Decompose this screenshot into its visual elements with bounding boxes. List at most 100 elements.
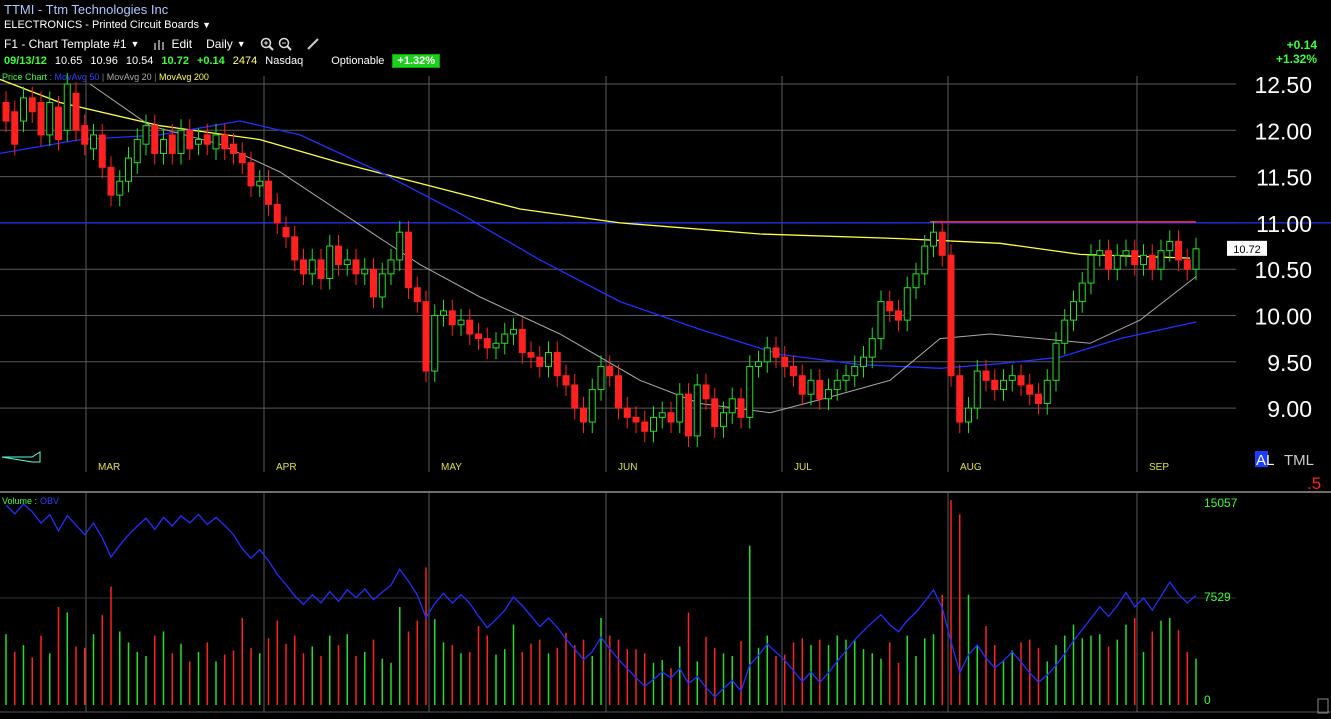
candle-body [1131, 250, 1139, 266]
period-dropdown[interactable]: Daily ▼ [206, 37, 246, 51]
candle-body [1140, 254, 1147, 266]
quote-exchange: Nasdaq [265, 55, 304, 67]
scroll-handle[interactable] [1, 451, 41, 463]
period-label: Daily [206, 37, 233, 51]
candle-body [1105, 250, 1112, 270]
candle-body [387, 259, 395, 275]
zoom-in-button[interactable] [260, 37, 274, 51]
candle-body [116, 180, 124, 196]
candle-body [291, 236, 299, 261]
edit-label: Edit [171, 37, 193, 51]
candle-body [877, 301, 885, 340]
zoom-out-icon [278, 37, 292, 51]
candle-body [352, 259, 360, 275]
candle-body [807, 379, 815, 395]
candle-body [1026, 384, 1034, 395]
candle-body [1175, 240, 1182, 261]
candle-body [746, 365, 754, 418]
edit-button[interactable]: Edit [153, 37, 192, 51]
candle-body [63, 83, 71, 131]
chart-toolbar: F1 - Chart Template #1 ▼ Edit Daily ▼ [4, 37, 334, 51]
quote-bar: 09/13/12 10.65 10.96 10.54 10.72 +0.14 2… [4, 54, 441, 68]
candle-body [378, 273, 386, 298]
candle-body [335, 245, 342, 266]
candle-body [282, 227, 290, 238]
candle-body [422, 301, 430, 372]
month-label: AUG [960, 462, 982, 473]
candle-body [562, 375, 570, 386]
legend-price: Price Chart [2, 72, 48, 82]
candle-body [903, 287, 911, 321]
candle-body [720, 412, 727, 428]
candle-body [597, 365, 605, 391]
price-tick-label: 11.00 [1256, 211, 1312, 237]
month-label: JUN [618, 462, 637, 473]
quote-high: 10.96 [90, 55, 118, 67]
candle-body [361, 268, 369, 275]
candle-body [1035, 393, 1042, 404]
candle-body [685, 393, 692, 437]
chevron-down-icon: ▼ [236, 39, 246, 49]
price-tick-label: 9.00 [1267, 396, 1312, 422]
candle-body [326, 245, 334, 279]
chevron-down-icon: ▼ [130, 39, 140, 49]
candle-body [1122, 250, 1130, 256]
candle-body [448, 310, 456, 326]
price-tick-label: 10.00 [1254, 304, 1312, 330]
candle-body [650, 416, 657, 432]
candle-body [658, 412, 666, 418]
candle-body [886, 301, 894, 312]
candle-body [203, 134, 211, 145]
industry-dropdown[interactable]: ELECTRONICS - Printed Circuit Boards ▼ [4, 19, 211, 31]
candle-body [396, 231, 404, 261]
candle-body [55, 106, 62, 141]
month-label: SEP [1149, 462, 1169, 473]
candle-body [702, 384, 710, 400]
candle-body [518, 328, 526, 354]
candle-body [142, 125, 150, 145]
quote-volume: 2474 [232, 55, 258, 67]
price-legend: Price Chart : MovAvg 50 | MovAvg 20 | Mo… [2, 72, 209, 82]
candle-body [125, 157, 132, 182]
volume-tick-label: 0 [1204, 693, 1211, 707]
candle-body [1096, 250, 1104, 256]
zoom-out-button[interactable] [278, 37, 292, 51]
candle-body [1052, 342, 1060, 381]
candle-body [553, 352, 561, 377]
candle-body [536, 356, 544, 367]
volume-tick-label: 7529 [1204, 590, 1231, 604]
candle-body [851, 365, 859, 377]
change-summary: +0.14 +1.32% [1276, 38, 1317, 66]
candle-body [588, 389, 596, 423]
candle-body [1000, 379, 1007, 391]
candle-body [1070, 301, 1077, 321]
candle-body [860, 356, 867, 367]
candle-body [160, 139, 167, 154]
template-dropdown[interactable]: F1 - Chart Template #1 ▼ [4, 37, 139, 51]
pencil-icon [307, 38, 319, 50]
change-pct: +1.32% [1275, 52, 1317, 66]
price-tick-label: 12.50 [1254, 72, 1312, 98]
quote-change: +0.14 [196, 55, 225, 67]
candle-body [895, 310, 902, 321]
candle-body [133, 139, 141, 164]
draw-tool-button[interactable] [306, 37, 320, 51]
al-label: AL [1256, 452, 1274, 469]
candle-body [545, 352, 552, 367]
candle-body [615, 375, 622, 409]
candle-body [413, 287, 421, 303]
candle-body [991, 379, 999, 391]
candle-body [20, 97, 27, 122]
resize-handle-icon[interactable] [1317, 698, 1329, 714]
candle-body [728, 398, 736, 414]
obv-line [5, 503, 1197, 698]
candle-body [833, 379, 841, 391]
legend-ma50: MovAvg 50 [54, 72, 100, 82]
candle-body [947, 254, 955, 377]
candle-body [667, 412, 675, 423]
candle-body [1061, 319, 1069, 344]
al-button[interactable] [1255, 451, 1268, 467]
candle-body [177, 129, 185, 154]
optionable-label: Optionable [331, 55, 385, 67]
